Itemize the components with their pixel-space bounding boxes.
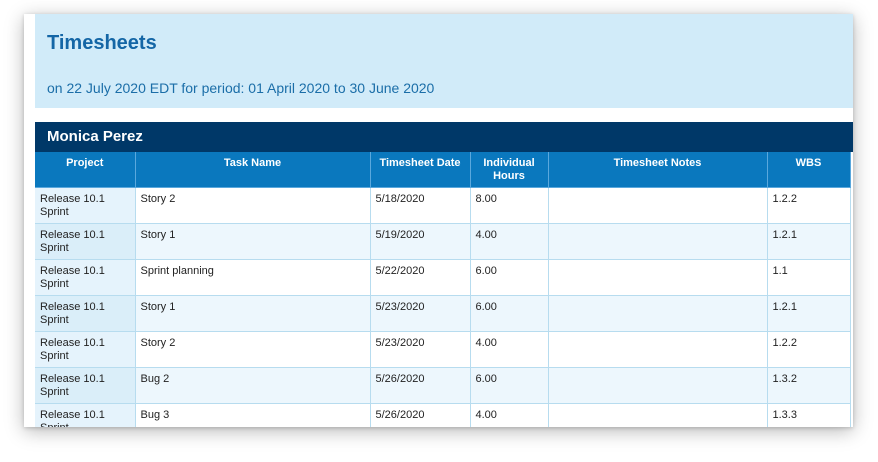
cell-individual-hours: 6.00 [470,367,549,404]
cell-wbs: 1.3.3 [767,403,851,427]
column-header-task-name[interactable]: Task Name [135,152,371,188]
report-subtitle: on 22 July 2020 EDT for period: 01 April… [47,80,435,96]
cell-task-name: Story 1 [135,223,371,260]
cell-individual-hours: 4.00 [470,331,549,368]
cell-individual-hours: 6.00 [470,295,549,332]
cell-timesheet-notes [548,367,768,404]
cell-task-name: Story 2 [135,187,371,224]
cell-wbs: 1.2.1 [767,295,851,332]
cell-project: Release 10.1 Sprint [35,295,136,332]
report-window: Timesheets on 22 July 2020 EDT for perio… [24,14,853,427]
column-header-timesheet-notes[interactable]: Timesheet Notes [548,152,768,188]
cell-individual-hours: 6.00 [470,259,549,296]
cell-wbs: 1.3.2 [767,367,851,404]
table-row: Release 10.1 Sprint Story 1 5/19/2020 4.… [35,223,851,260]
cell-individual-hours: 8.00 [470,187,549,224]
table-row: Release 10.1 Sprint Bug 3 5/26/2020 4.00… [35,403,851,427]
cell-project: Release 10.1 Sprint [35,223,136,260]
person-group-header: Monica Perez [35,122,853,152]
timesheet-table: Project Task Name Timesheet Date Individ… [35,152,851,427]
cell-project: Release 10.1 Sprint [35,187,136,224]
cell-wbs: 1.2.1 [767,223,851,260]
cell-timesheet-notes [548,259,768,296]
cell-individual-hours: 4.00 [470,403,549,427]
cell-timesheet-date: 5/26/2020 [370,367,471,404]
cell-timesheet-date: 5/18/2020 [370,187,471,224]
cell-task-name: Story 1 [135,295,371,332]
cell-timesheet-notes [548,187,768,224]
column-header-timesheet-date[interactable]: Timesheet Date [370,152,471,188]
cell-timesheet-date: 5/23/2020 [370,295,471,332]
cell-timesheet-notes [548,295,768,332]
table-row: Release 10.1 Sprint Story 1 5/23/2020 6.… [35,295,851,332]
table-row: Release 10.1 Sprint Story 2 5/23/2020 4.… [35,331,851,368]
cell-task-name: Bug 2 [135,367,371,404]
cell-wbs: 1.2.2 [767,187,851,224]
cell-timesheet-date: 5/26/2020 [370,403,471,427]
column-header-individual-hours[interactable]: Individual Hours [470,152,549,188]
column-header-wbs[interactable]: WBS [767,152,851,188]
cell-task-name: Sprint planning [135,259,371,296]
cell-task-name: Story 2 [135,331,371,368]
cell-individual-hours: 4.00 [470,223,549,260]
cell-timesheet-notes [548,223,768,260]
table-row: Release 10.1 Sprint Bug 2 5/26/2020 6.00… [35,367,851,404]
column-header-project[interactable]: Project [35,152,136,188]
cell-timesheet-notes [548,331,768,368]
cell-task-name: Bug 3 [135,403,371,427]
report-title: Timesheets [47,32,157,54]
cell-project: Release 10.1 Sprint [35,259,136,296]
table-header-row: Project Task Name Timesheet Date Individ… [35,152,851,188]
cell-wbs: 1.1 [767,259,851,296]
person-name: Monica Perez [47,128,143,145]
cell-timesheet-date: 5/22/2020 [370,259,471,296]
cell-project: Release 10.1 Sprint [35,331,136,368]
cell-timesheet-notes [548,403,768,427]
cell-timesheet-date: 5/23/2020 [370,331,471,368]
cell-timesheet-date: 5/19/2020 [370,223,471,260]
cell-wbs: 1.2.2 [767,331,851,368]
cell-project: Release 10.1 Sprint [35,367,136,404]
table-row: Release 10.1 Sprint Sprint planning 5/22… [35,259,851,296]
report-header: Timesheets on 22 July 2020 EDT for perio… [35,14,853,108]
table-row: Release 10.1 Sprint Story 2 5/18/2020 8.… [35,187,851,224]
cell-project: Release 10.1 Sprint [35,403,136,427]
